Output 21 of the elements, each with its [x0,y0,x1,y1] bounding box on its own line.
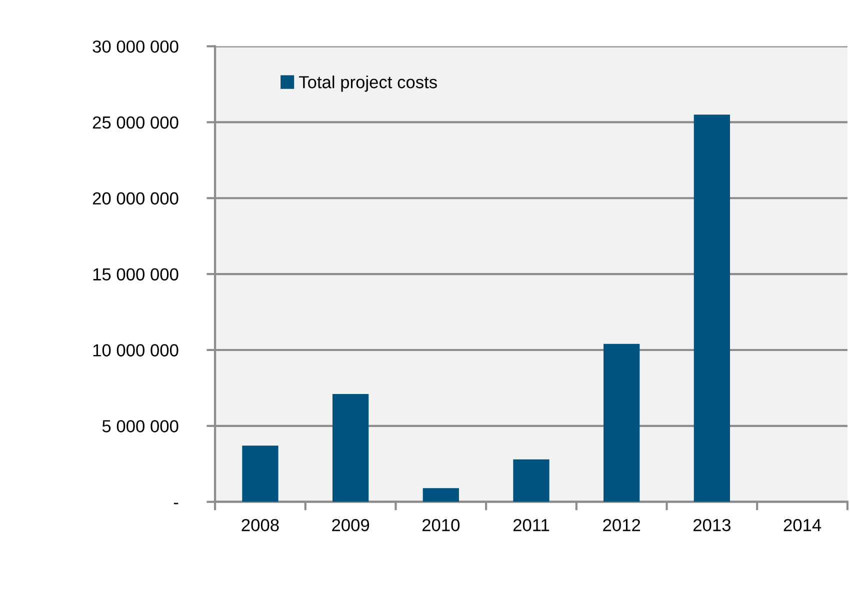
y-tick-label: - [174,502,178,504]
x-tick-label: 2013 [694,518,730,532]
bar [694,114,730,502]
x-tick-label: 2012 [603,518,640,532]
y-tick-label: 30 000 000 [92,40,178,53]
bar [422,488,459,502]
x-tick-label: 2010 [422,518,460,532]
bar [513,459,550,502]
y-tick-label: 5 000 000 [102,420,178,432]
y-tick-label: 10 000 000 [93,344,178,356]
bar [604,344,640,502]
y-tick-label: 25 000 000 [92,116,178,129]
bar [242,446,278,502]
x-tick-label: 2011 [513,518,550,532]
x-tick-label: 2009 [332,518,370,532]
bar [332,394,369,502]
x-tick-label: 2014 [784,518,822,532]
y-tick-label: 20 000 000 [92,192,178,205]
y-tick-label: 15 000 000 [93,268,178,281]
x-tick-label: 2008 [242,518,279,532]
legend-label: Total project costs [299,76,437,92]
